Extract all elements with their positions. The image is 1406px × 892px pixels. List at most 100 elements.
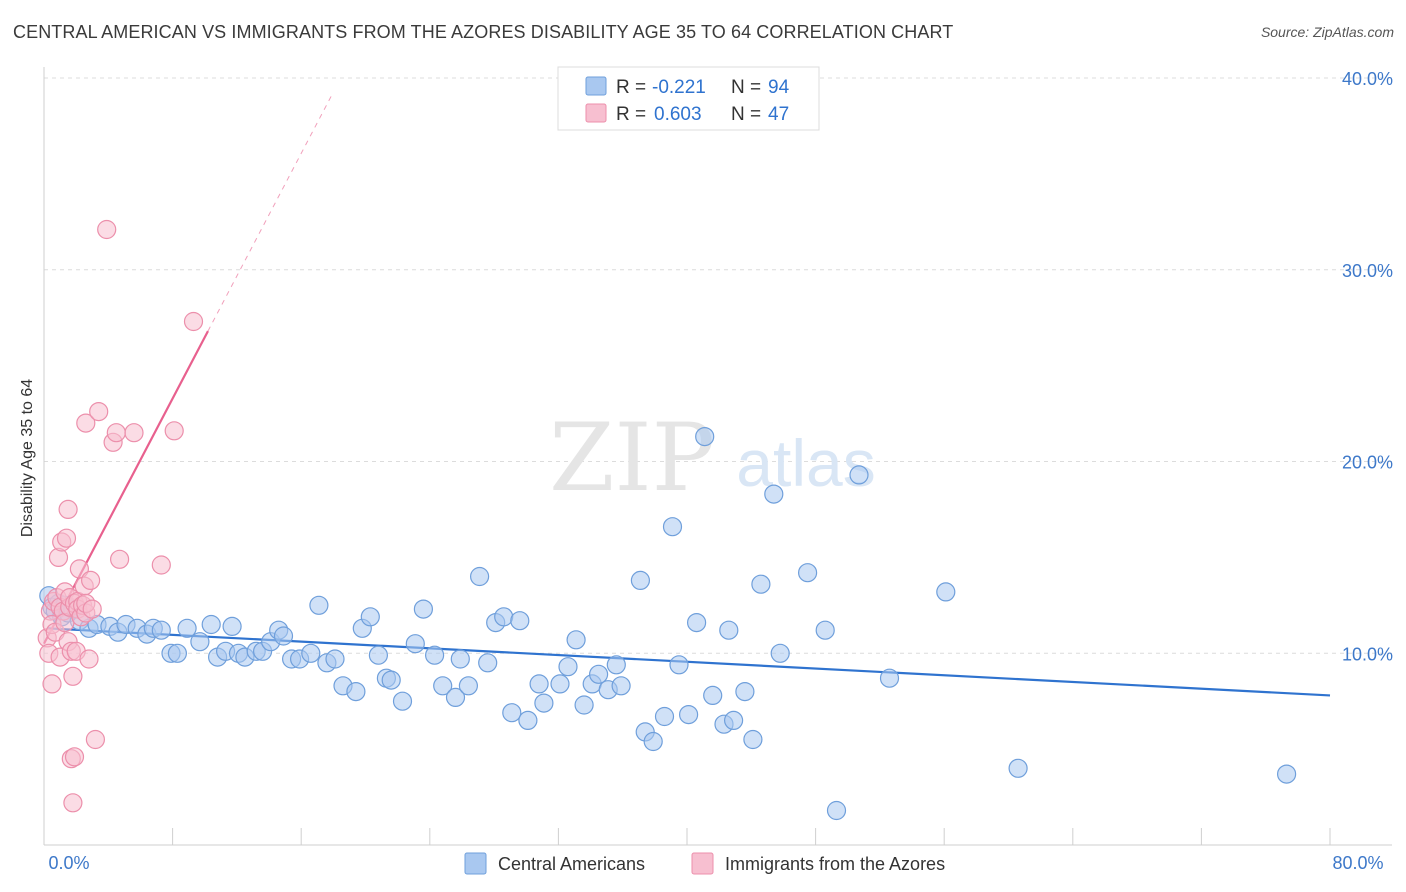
point-central-american: [381, 670, 401, 690]
point-azores: [80, 570, 101, 591]
point-central-american: [654, 706, 675, 727]
trend-line-central-americans: [47, 627, 1331, 697]
point-central-american: [826, 800, 847, 821]
point-central-american: [534, 693, 554, 713]
point-central-american: [413, 599, 433, 619]
point-central-american: [630, 570, 651, 591]
point-central-american: [703, 685, 723, 706]
point-central-american: [686, 612, 707, 633]
point-azores: [56, 528, 77, 548]
point-central-american: [611, 676, 631, 696]
point-central-american: [1276, 764, 1297, 784]
legend-n-value: 94: [768, 77, 790, 98]
point-azores: [97, 219, 117, 240]
point-central-american: [566, 630, 586, 650]
watermark-zip: ZIP: [549, 404, 715, 513]
point-central-american: [751, 574, 771, 594]
point-central-american: [450, 649, 470, 669]
y-tick-label: 30.0%: [1342, 261, 1393, 281]
point-central-american: [325, 649, 345, 669]
point-central-american: [478, 653, 498, 673]
axis-layer: [43, 67, 1392, 846]
point-azores: [63, 666, 83, 686]
point-central-american: [518, 710, 538, 731]
point-central-american: [588, 664, 609, 684]
point-central-american: [368, 645, 388, 665]
point-central-american: [301, 643, 321, 663]
point-azores: [64, 747, 85, 767]
point-central-american: [529, 674, 549, 694]
legend-box: R = -0.221 N = 94 R = 0.603 N = 47: [557, 66, 820, 131]
legend-swatch-azores: [691, 852, 714, 875]
y-tick-label: 10.0%: [1342, 644, 1393, 664]
tick-label-layer: 10.0% 20.0% 30.0% 40.0% 0.0% 80.0%: [48, 69, 1393, 873]
trend-layer: [43, 91, 1331, 697]
legend-swatch-pink: [585, 103, 607, 123]
point-central-american: [574, 695, 594, 715]
source-label: Source: ZipAtlas.com: [1260, 24, 1394, 40]
point-central-american: [502, 703, 522, 723]
point-central-american: [167, 643, 187, 663]
point-central-american: [743, 729, 763, 750]
point-azores: [164, 421, 184, 441]
point-central-american: [360, 607, 380, 627]
point-central-american: [879, 668, 900, 688]
point-central-american: [190, 632, 210, 652]
point-central-american: [695, 427, 715, 447]
legend-r-value: 0.603: [654, 104, 702, 125]
point-central-american: [1008, 758, 1028, 778]
point-azores: [79, 649, 99, 669]
point-central-american: [764, 484, 784, 504]
point-central-american: [201, 614, 221, 635]
legend-swatch-blue: [585, 76, 607, 96]
bottom-legend: Central Americans Immigrants from the Az…: [464, 852, 945, 875]
point-azores: [48, 547, 69, 568]
legend-r-value: -0.221: [652, 77, 706, 98]
point-azores: [109, 549, 130, 569]
point-central-american: [309, 595, 329, 615]
point-azores: [183, 311, 204, 332]
point-central-american: [433, 676, 453, 696]
point-azores: [63, 793, 83, 813]
point-central-american: [273, 626, 294, 646]
point-central-american: [849, 465, 869, 485]
point-central-american: [177, 618, 197, 638]
point-azores: [106, 423, 126, 443]
point-central-american: [669, 655, 689, 675]
point-central-american: [550, 674, 570, 694]
point-central-american: [723, 710, 744, 731]
point-central-american: [770, 643, 790, 663]
point-central-american: [662, 517, 683, 537]
point-central-american: [558, 657, 578, 677]
point-central-american: [470, 566, 490, 587]
point-central-american: [735, 681, 755, 702]
point-central-american: [222, 616, 242, 637]
point-central-american: [494, 607, 514, 627]
legend-label-central-americans: Central Americans: [498, 854, 645, 874]
point-azores: [85, 729, 106, 750]
point-central-american: [392, 691, 413, 711]
y-tick-label: 40.0%: [1342, 69, 1393, 89]
legend-n-value: 47: [768, 104, 789, 125]
legend-r-label: R =: [616, 77, 646, 98]
point-central-american: [643, 731, 663, 752]
point-central-american: [346, 681, 366, 702]
point-central-american: [815, 620, 835, 640]
point-azores: [58, 499, 78, 519]
legend-swatch-central-americans: [464, 852, 487, 875]
point-central-american: [936, 582, 956, 602]
point-azores: [76, 413, 96, 433]
watermark: ZIP atlas: [549, 404, 876, 513]
trend-line-extension: [207, 91, 334, 332]
point-layer: [37, 219, 1297, 821]
point-central-american: [151, 620, 171, 640]
point-central-american: [797, 563, 818, 583]
legend-label-azores: Immigrants from the Azores: [725, 854, 945, 874]
legend-r-label: R =: [616, 104, 646, 125]
point-central-american: [458, 676, 478, 696]
chart-title: CENTRAL AMERICAN VS IMMIGRANTS FROM THE …: [13, 22, 954, 42]
point-azores: [151, 555, 171, 575]
point-azores: [42, 674, 62, 694]
point-azores: [89, 402, 109, 422]
